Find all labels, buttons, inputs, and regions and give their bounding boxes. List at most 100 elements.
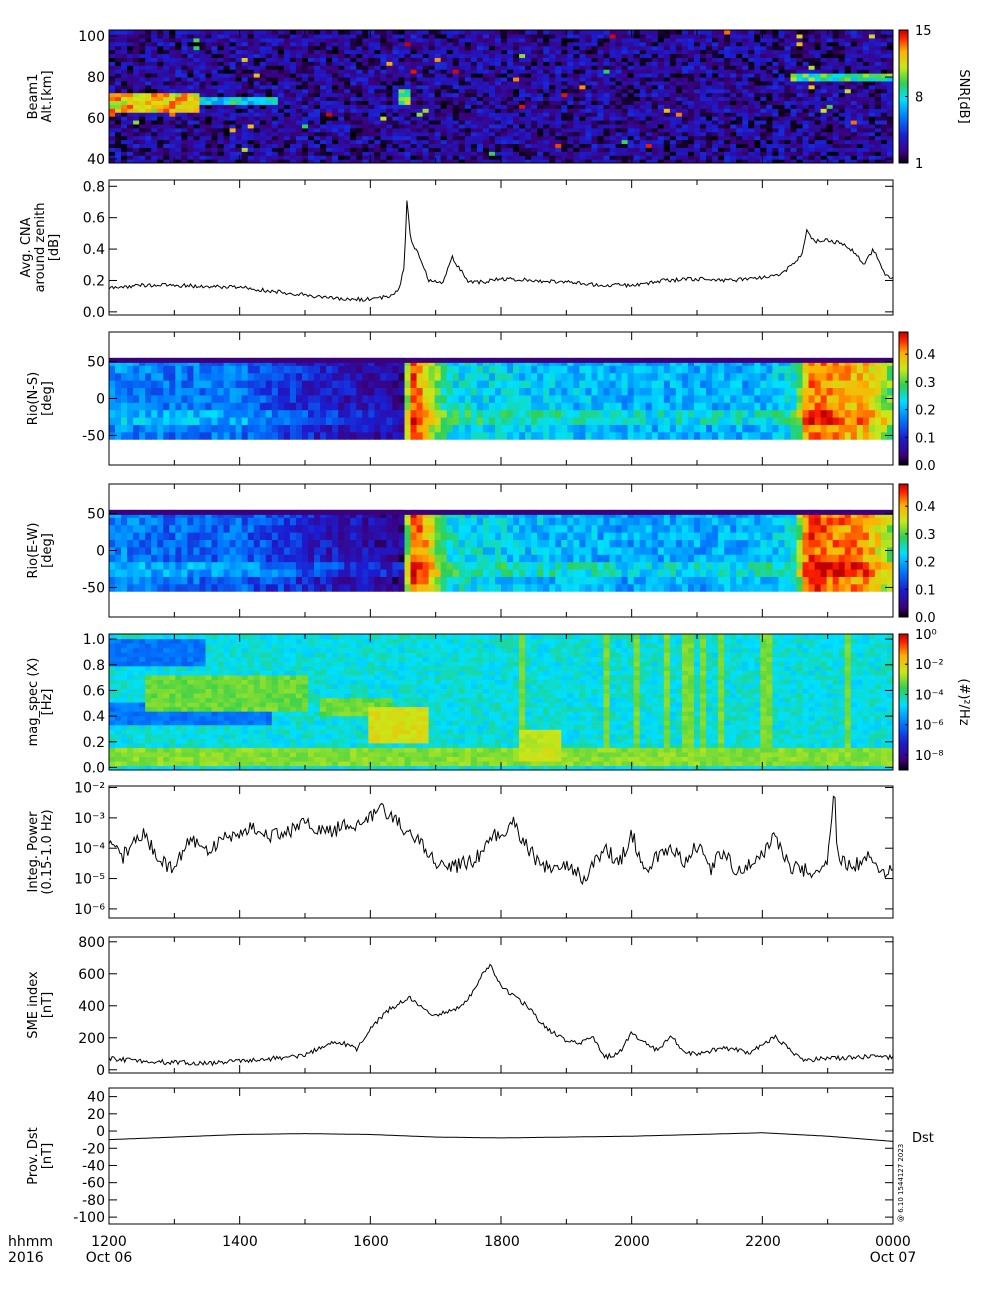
snr-cell [525,159,532,163]
snr-cell [778,108,786,113]
beam1-ylabel: Beam1 [26,74,41,120]
snr-cell [428,151,436,156]
snr-cell [404,155,412,160]
snr-cell [229,96,237,102]
snr-cell [145,49,152,55]
snr-cell [386,135,394,141]
snr-cell [784,155,792,160]
snr-cell [301,135,309,141]
snr-cell [639,33,647,39]
snr-cell [133,45,140,51]
snr-cell [458,45,466,51]
snr-cell [223,104,231,109]
snr-cell [175,139,182,145]
snr-cell [301,49,309,55]
snr-cell [259,143,267,148]
snr-cell [669,135,677,141]
snr-cell [567,53,574,58]
snr-cell [519,143,526,148]
snr-cell [657,100,665,105]
snr-cell [127,96,134,102]
snr-cell [247,155,255,160]
snr-cell [838,135,846,141]
snr-cell [645,45,653,51]
snr-cell [139,45,146,51]
snr-cell [398,159,406,163]
snr-cell [482,30,490,35]
snr-cell [446,127,454,133]
snr-cell [193,45,201,51]
snr-cell [754,57,761,62]
snr-cell [603,112,611,117]
snr-cell [784,159,792,163]
snr-cell [687,147,695,152]
snr-cell [687,155,695,160]
snr-cell [314,92,321,98]
rio-cell [181,409,188,418]
snr-cell [820,80,828,86]
snr-cell [259,104,267,109]
snr-cell [525,96,532,102]
snr-cell [277,84,285,90]
snr-cell [428,57,436,62]
snr-cell [609,53,617,58]
snr-cell [748,139,755,145]
snr-cell [115,100,122,105]
snr-cell [344,65,351,70]
snr-cell [886,80,893,86]
snr-cell [561,53,568,58]
snr-cell [169,131,176,137]
snr-cell [802,147,810,152]
snr-cell [320,119,327,125]
snr-cell [687,73,695,78]
snr-cell [880,108,888,113]
snr-cell [681,80,689,86]
snr-cell [374,135,381,141]
snr-cell [621,65,629,70]
snr-cell [265,143,273,148]
snr-cell [537,159,544,163]
snr-cell [693,49,701,55]
snr-cell [139,96,146,102]
snr-cell [790,131,798,137]
snr-cell [229,30,237,35]
rio-cell [157,424,164,433]
snr-cell [814,139,822,145]
snr-cell [283,76,291,82]
snr-cell [428,37,436,43]
snr-cell [259,139,267,145]
snr-cell [386,69,394,74]
snr-cell [886,69,893,74]
snr-cell [494,92,502,98]
snr-cell [693,147,701,152]
snr-cell [555,92,562,98]
snr-cell [356,69,363,74]
snr-cell [464,135,472,141]
snr-cell [247,92,255,98]
snr-cell [693,131,701,137]
snr-cell [380,96,388,102]
snr-cell [591,143,599,148]
snr-cell [573,73,580,78]
snr-cell [464,53,472,58]
snr-cell [742,143,749,148]
snr-cell [470,108,478,113]
snr-cell [543,80,550,86]
snr-cell [513,127,520,133]
snr-cell [651,76,659,82]
snr-cell [392,112,400,117]
snr-cell [531,88,538,94]
snr-cell [651,131,659,137]
snr-cell [525,76,532,82]
snr-cell [790,135,798,141]
snr-cell [718,53,725,58]
snr-cell [374,69,381,74]
snr-cell [332,96,339,102]
snr-cell [368,147,375,152]
snr-cell [392,65,400,70]
snr-cell [277,65,285,70]
snr-cell [271,143,279,148]
snr-cell [404,135,412,141]
snr-cell [265,53,273,58]
snr-cell [742,41,749,47]
